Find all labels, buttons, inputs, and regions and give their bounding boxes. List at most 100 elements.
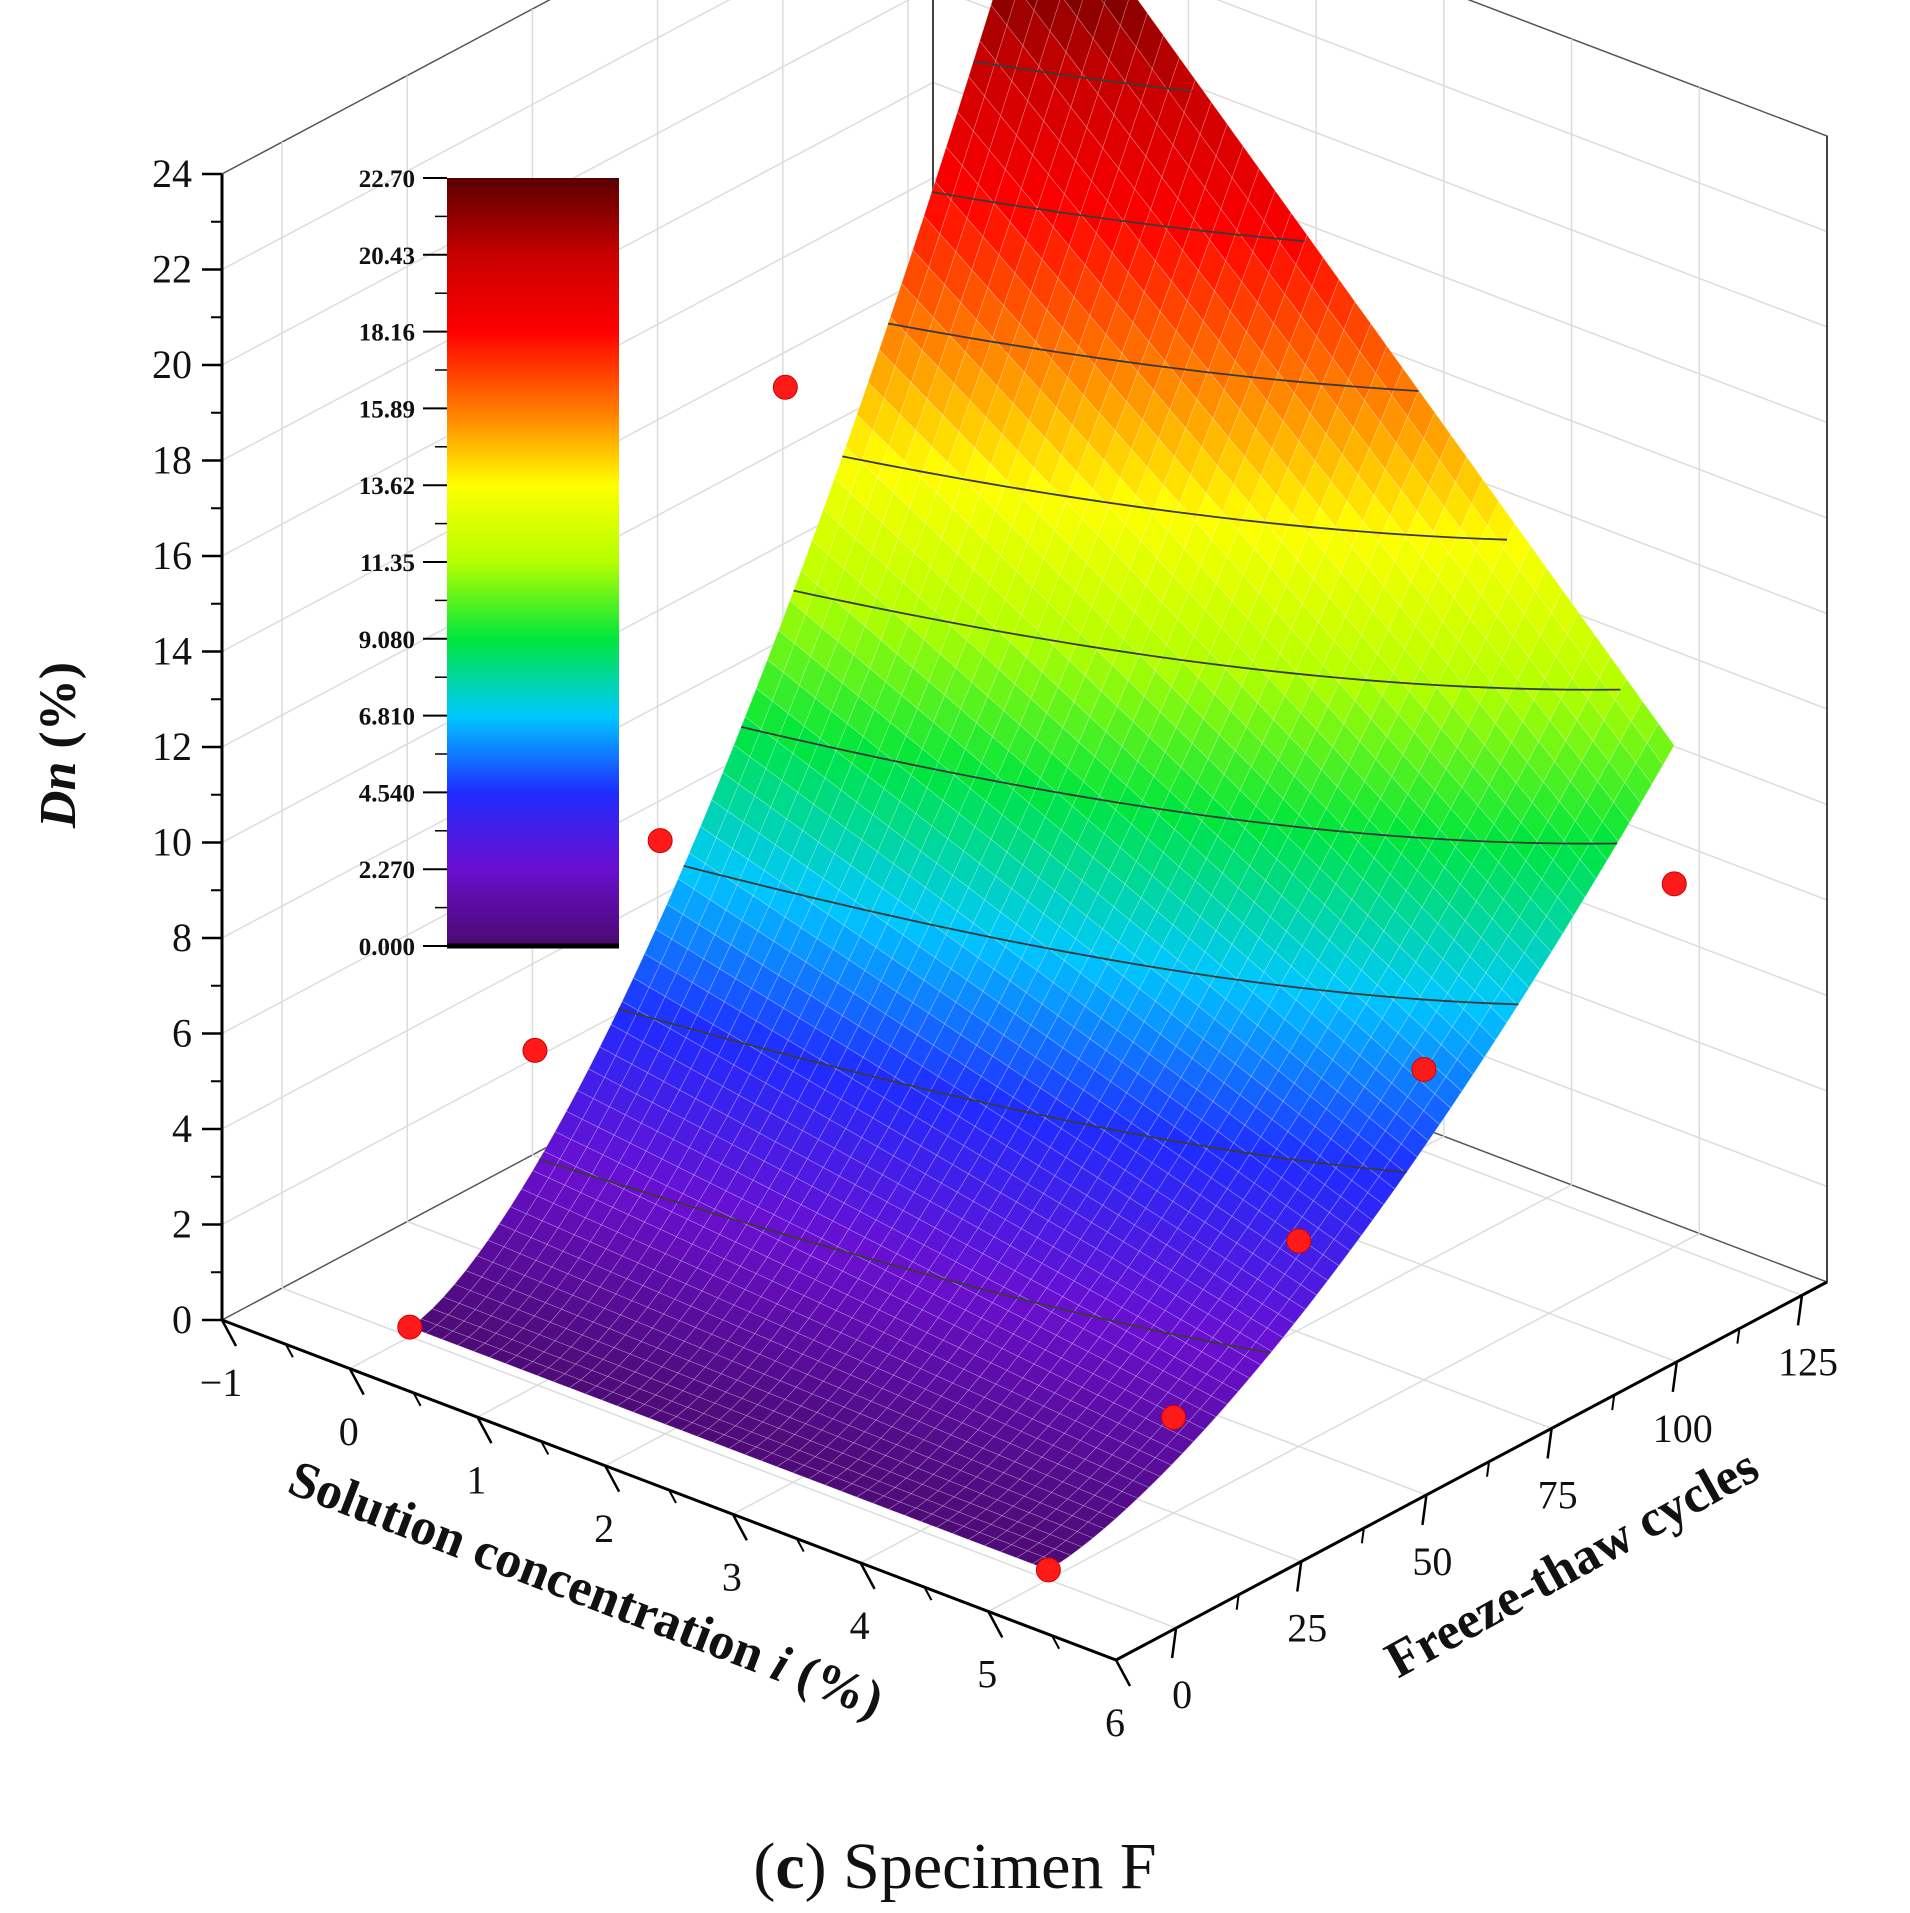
x-tick-label: 3	[722, 1554, 742, 1599]
surface-cell	[1344, 1207, 1373, 1237]
y-major-tick	[1296, 1561, 1303, 1592]
x-tick-label: 2	[594, 1506, 614, 1551]
surface-cell	[1101, 0, 1106, 5]
surface-cell	[1646, 722, 1675, 766]
surface-cell	[1546, 896, 1575, 935]
surface-cell	[990, 0, 1016, 27]
data-point	[1286, 1228, 1312, 1254]
surface-cell	[1434, 1076, 1463, 1109]
z-tick-label: 22	[152, 247, 192, 292]
data-point	[397, 1314, 423, 1340]
z-tick-label: 20	[152, 342, 192, 387]
data-points	[397, 374, 1687, 1583]
surface-cell	[1322, 1238, 1351, 1267]
colorbar-tick-label: 11.35	[360, 550, 415, 577]
surface-cell	[1121, 1480, 1150, 1499]
x-axis-title-rest: (%)	[777, 1640, 890, 1729]
data-point	[772, 374, 798, 400]
colorbar-tick-label: 6.810	[359, 704, 415, 731]
y-major-tick	[1546, 1428, 1553, 1459]
colorbar-tick-label: 2.270	[359, 857, 415, 884]
x-major-tick	[731, 1513, 748, 1541]
colorbar-tick-label: 20.43	[359, 243, 415, 270]
x-tick-label: 6	[1105, 1700, 1125, 1745]
surface-cell	[1467, 1024, 1496, 1059]
x-tick-label: 5	[977, 1652, 997, 1697]
y-tick-label: 75	[1538, 1472, 1578, 1517]
x-major-tick	[348, 1367, 365, 1396]
y-tick-label: 25	[1287, 1606, 1327, 1651]
surface-cell	[1534, 915, 1563, 953]
x-tick-label: −1	[200, 1360, 243, 1405]
z-tick-label: 2	[172, 1202, 192, 1247]
surface-cell	[1389, 1143, 1418, 1174]
z-tick-label: 14	[152, 629, 192, 674]
z-tick-label: 6	[172, 1011, 192, 1056]
z-tick-label: 24	[152, 151, 192, 196]
z-tick-label: 10	[152, 820, 192, 865]
colorbar: 0.000 2.270 4.540 6.810 9.080 11.35 13.62 15.89…	[359, 166, 619, 961]
contour-line	[618, 1007, 1407, 1174]
grid-line	[987, 1232, 1700, 1613]
contour-line	[793, 589, 1621, 691]
surface-cell	[1356, 1192, 1385, 1221]
x-minor-tick	[412, 1392, 422, 1407]
surface-cell	[1479, 1006, 1508, 1041]
caption-text: Specimen F	[843, 1830, 1156, 1903]
x-tick-label: 0	[339, 1409, 359, 1454]
x-major-tick	[220, 1319, 238, 1347]
data-point	[1411, 1056, 1437, 1082]
caption-letter: c	[775, 1830, 804, 1903]
z-axis-title-italic: Dn	[30, 762, 87, 829]
contour-line	[887, 322, 1419, 392]
surface-cell	[1601, 801, 1630, 843]
y-major-tick	[1796, 1295, 1804, 1326]
x-major-tick	[859, 1562, 876, 1590]
contour-line	[740, 726, 1618, 845]
x-minor-tick	[668, 1489, 677, 1504]
y-minor-tick	[1360, 1528, 1365, 1544]
colorbar-tick-label: 9.080	[359, 627, 415, 654]
x-axis-title: Solution concentration i (%)	[281, 1450, 891, 1729]
surface-cell	[1054, 1540, 1083, 1556]
surface-cell	[1165, 1433, 1195, 1454]
surface-cell	[1132, 1468, 1161, 1488]
y-minor-tick	[1611, 1395, 1616, 1411]
colorbar-tick-label: 0.000	[359, 934, 415, 961]
colorbar-tick-label: 13.62	[359, 473, 415, 500]
surface-cell	[1311, 1254, 1340, 1281]
surface-cell	[1613, 781, 1642, 824]
y-major-tick	[1671, 1361, 1679, 1393]
z-axis-title-rest: (%)	[30, 662, 87, 762]
data-point	[1035, 1557, 1061, 1583]
z-tick-label: 4	[172, 1106, 192, 1151]
grid-line	[221, 0, 1828, 271]
caption: (c) Specimen F	[753, 1830, 1156, 1903]
y-tick-label: 0	[1172, 1672, 1192, 1717]
surface-cell	[1501, 970, 1530, 1007]
surface-cell	[1579, 840, 1608, 880]
contour-line	[539, 1158, 1271, 1354]
colorbar-ticks: 0.000 2.270 4.540 6.810 9.080 11.35 13.62 15.89…	[359, 166, 447, 961]
y-minor-tick	[1486, 1461, 1491, 1477]
colorbar-ramp	[447, 178, 619, 946]
x-minor-tick	[284, 1343, 294, 1358]
surface-cell	[1210, 1382, 1239, 1405]
x-minor-tick	[540, 1440, 550, 1455]
surface-mesh	[409, 0, 1675, 1571]
x-tick-label: 1	[466, 1457, 486, 1502]
surface-cell	[1025, 0, 1038, 12]
data-point	[522, 1037, 548, 1063]
data-point	[1161, 1404, 1187, 1430]
grid-line	[281, 1287, 1177, 1629]
contour-line	[931, 191, 1305, 243]
surface-cell	[1033, 0, 1061, 33]
x-minor-tick	[1051, 1635, 1061, 1650]
y-tick-label: 100	[1653, 1406, 1713, 1451]
z-tick-label: 8	[172, 915, 192, 960]
x-minor-tick	[795, 1538, 805, 1553]
z-tick-label: 0	[172, 1297, 192, 1342]
y-minor-tick	[1736, 1328, 1741, 1344]
